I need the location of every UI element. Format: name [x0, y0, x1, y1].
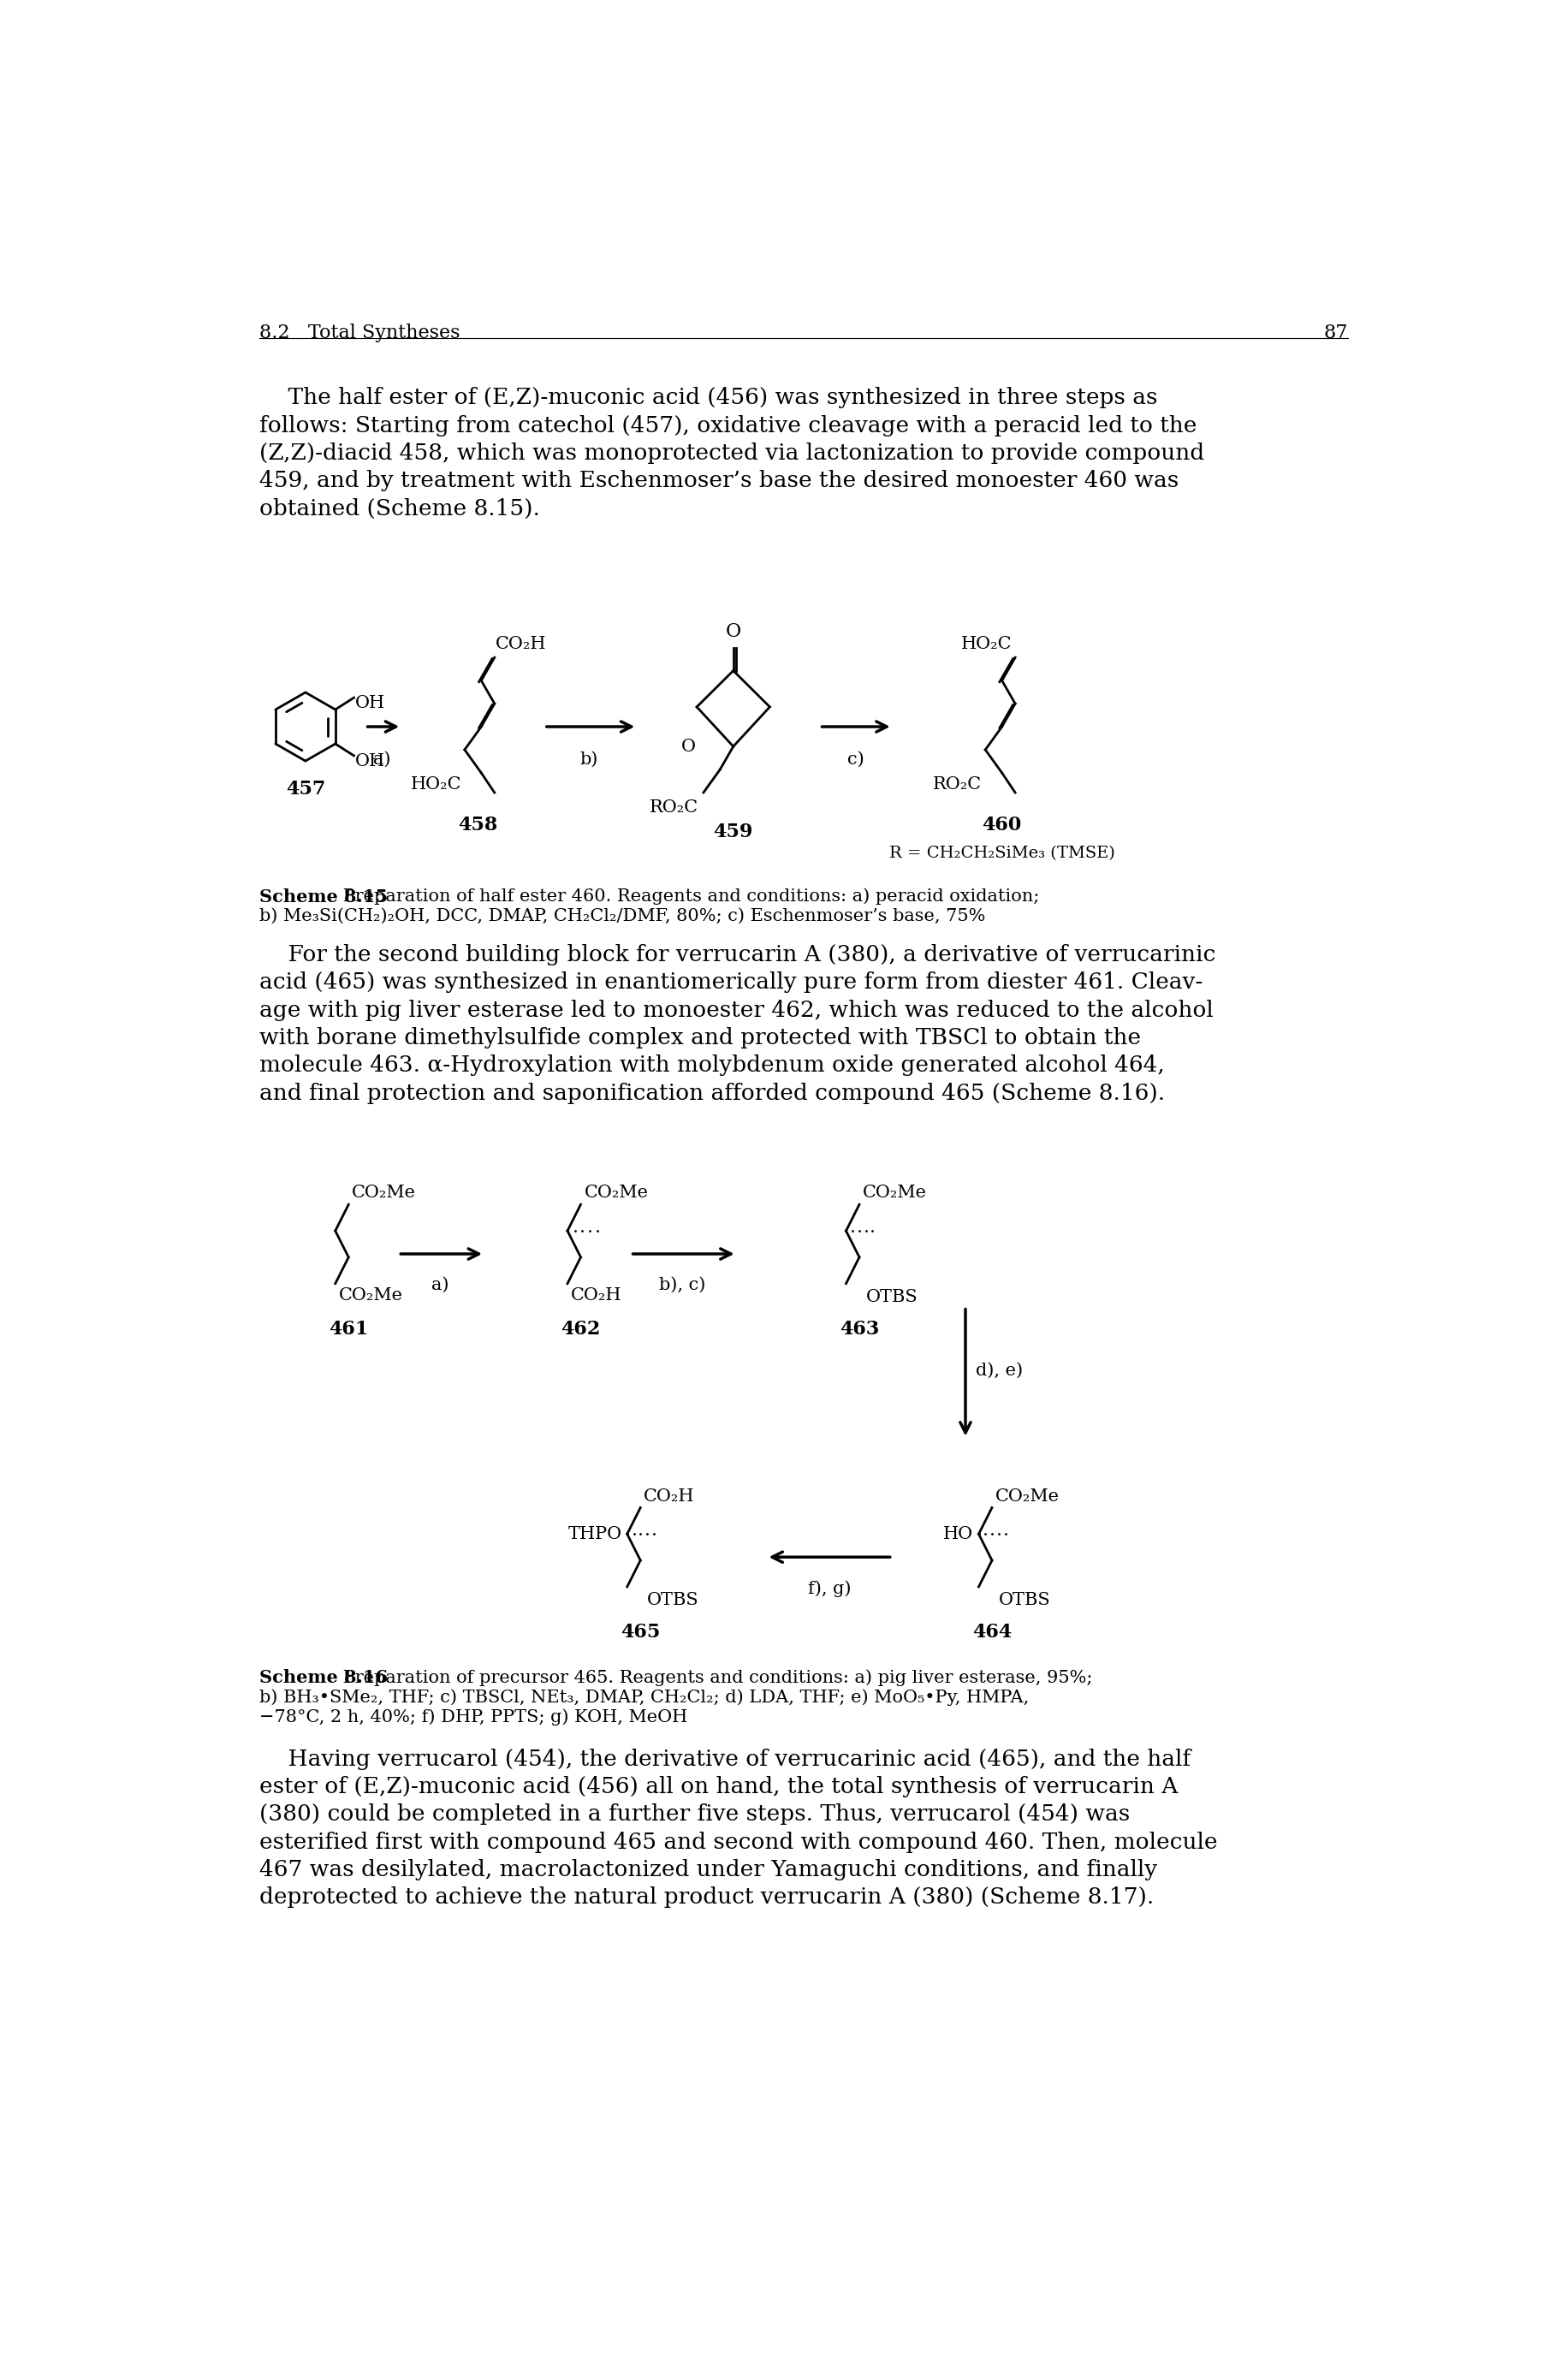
Text: 457: 457 [285, 779, 325, 798]
Text: RO₂C: RO₂C [933, 777, 982, 791]
Text: CO₂H: CO₂H [571, 1288, 621, 1302]
Text: OTBS: OTBS [999, 1592, 1051, 1609]
Text: RO₂C: RO₂C [649, 798, 698, 815]
Text: CO₂H: CO₂H [644, 1487, 695, 1504]
Text: b): b) [580, 751, 597, 767]
Text: acid (465) was synthesized in enantiomerically pure form from diester 461. Cleav: acid (465) was synthesized in enantiomer… [259, 972, 1203, 993]
Text: CO₂Me: CO₂Me [996, 1487, 1060, 1504]
Text: ester of (E,Z)-muconic acid (456) all on hand, the total synthesis of verrucarin: ester of (E,Z)-muconic acid (456) all on… [259, 1775, 1178, 1796]
Text: 460: 460 [982, 815, 1022, 834]
Text: For the second building block for verrucarin A (380), a derivative of verrucarin: For the second building block for verruc… [259, 943, 1215, 965]
Text: OTBS: OTBS [648, 1592, 699, 1609]
Text: 467 was desilylated, macrolactonized under Yamaguchi conditions, and finally: 467 was desilylated, macrolactonized und… [259, 1858, 1157, 1879]
Text: esterified first with compound 465 and second with compound 460. Then, molecule: esterified first with compound 465 and s… [259, 1832, 1217, 1853]
Text: −78°C, 2 h, 40%; f) DHP, PPTS; g) KOH, MeOH: −78°C, 2 h, 40%; f) DHP, PPTS; g) KOH, M… [259, 1708, 687, 1725]
Text: b) BH₃•SMe₂, THF; c) TBSCl, NEt₃, DMAP, CH₂Cl₂; d) LDA, THF; e) MoO₅•Py, HMPA,: b) BH₃•SMe₂, THF; c) TBSCl, NEt₃, DMAP, … [259, 1689, 1029, 1706]
Text: obtained (Scheme 8.15).: obtained (Scheme 8.15). [259, 499, 539, 520]
Text: 463: 463 [839, 1319, 880, 1338]
Text: Scheme 8.16: Scheme 8.16 [259, 1668, 387, 1687]
Text: (380) could be completed in a further five steps. Thus, verrucarol (454) was: (380) could be completed in a further fi… [259, 1803, 1129, 1825]
Text: Preparation of precursor 465. Reagents and conditions: a) pig liver esterase, 95: Preparation of precursor 465. Reagents a… [337, 1668, 1093, 1687]
Text: CO₂Me: CO₂Me [862, 1186, 927, 1202]
Text: and final protection and saponification afforded compound 465 (Scheme 8.16).: and final protection and saponification … [259, 1083, 1165, 1105]
Text: b) Me₃Si(CH₂)₂OH, DCC, DMAP, CH₂Cl₂/DMF, 80%; c) Eschenmoser’s base, 75%: b) Me₃Si(CH₂)₂OH, DCC, DMAP, CH₂Cl₂/DMF,… [259, 908, 985, 924]
Text: deprotected to achieve the natural product verrucarin A (380) (Scheme 8.17).: deprotected to achieve the natural produ… [259, 1887, 1154, 1908]
Text: O: O [726, 623, 742, 642]
Text: O: O [681, 739, 696, 756]
Text: Preparation of half ester 460. Reagents and conditions: a) peracid oxidation;: Preparation of half ester 460. Reagents … [337, 889, 1040, 905]
Text: b), c): b), c) [659, 1276, 706, 1293]
Text: a): a) [373, 751, 390, 767]
Text: c): c) [848, 751, 864, 767]
Text: HO₂C: HO₂C [961, 637, 1011, 651]
Text: f), g): f), g) [808, 1580, 851, 1597]
Text: OTBS: OTBS [866, 1288, 917, 1304]
Text: OH: OH [356, 694, 386, 710]
Text: 8.2   Total Syntheses: 8.2 Total Syntheses [259, 323, 459, 342]
Text: with borane dimethylsulfide complex and protected with TBSCl to obtain the: with borane dimethylsulfide complex and … [259, 1026, 1140, 1048]
Text: Having verrucarol (454), the derivative of verrucarinic acid (465), and the half: Having verrucarol (454), the derivative … [259, 1749, 1190, 1770]
Text: 87: 87 [1323, 323, 1348, 342]
Text: THPO: THPO [568, 1525, 622, 1542]
Text: a): a) [431, 1276, 448, 1293]
Text: 464: 464 [972, 1623, 1011, 1642]
Text: 459: 459 [713, 822, 753, 841]
Text: molecule 463. α-Hydroxylation with molybdenum oxide generated alcohol 464,: molecule 463. α-Hydroxylation with molyb… [259, 1055, 1165, 1076]
Text: CO₂Me: CO₂Me [351, 1186, 416, 1202]
Text: age with pig liver esterase led to monoester 462, which was reduced to the alcoh: age with pig liver esterase led to monoe… [259, 1000, 1214, 1022]
Text: HO₂C: HO₂C [411, 777, 461, 791]
Text: 458: 458 [458, 815, 497, 834]
Text: 459, and by treatment with Eschenmoser’s base the desired monoester 460 was: 459, and by treatment with Eschenmoser’s… [259, 470, 1179, 492]
Text: R = CH₂CH₂SiMe₃ (TMSE): R = CH₂CH₂SiMe₃ (TMSE) [889, 846, 1115, 860]
Text: OH: OH [356, 753, 386, 770]
Text: CO₂Me: CO₂Me [339, 1288, 403, 1302]
Text: 462: 462 [561, 1319, 601, 1338]
Text: HO: HO [944, 1525, 974, 1542]
Text: (Z,Z)-diacid 458, which was monoprotected via lactonization to provide compound: (Z,Z)-diacid 458, which was monoprotecte… [259, 442, 1204, 463]
Text: Scheme 8.15: Scheme 8.15 [259, 889, 387, 905]
Text: follows: Starting from catechol (457), oxidative cleavage with a peracid led to : follows: Starting from catechol (457), o… [259, 416, 1196, 437]
Text: d), e): d), e) [975, 1364, 1022, 1378]
Text: 461: 461 [329, 1319, 368, 1338]
Text: The half ester of (E,Z)-muconic acid (456) was synthesized in three steps as: The half ester of (E,Z)-muconic acid (45… [259, 387, 1157, 409]
Text: CO₂H: CO₂H [495, 637, 547, 651]
Text: 465: 465 [621, 1623, 660, 1642]
Text: CO₂Me: CO₂Me [583, 1186, 648, 1202]
